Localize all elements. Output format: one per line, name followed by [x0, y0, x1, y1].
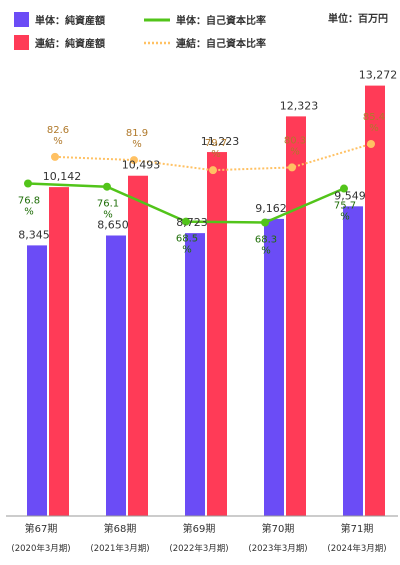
ratio-label-1-3: 68.5	[176, 234, 198, 245]
x-tick-sublabel-2: (2021年3月期)	[90, 543, 149, 554]
bar-label-2-5: 13,272	[359, 69, 398, 82]
ratio-label-2-4: 80.3	[284, 135, 306, 146]
legend-label-3: 単体：自己資本比率	[176, 14, 266, 27]
bar-2-3	[207, 152, 227, 516]
ratio-unit-2-1: %	[53, 136, 63, 147]
ratio-unit-1-4: %	[261, 246, 271, 257]
x-tick-sublabel-1: (2020年3月期)	[11, 543, 70, 554]
x-tick-label-3: 第69期	[183, 522, 216, 535]
bar-1-1	[27, 245, 47, 516]
ratio-line-2	[54, 143, 372, 172]
ratio-label-1-1: 76.8	[18, 195, 40, 206]
ratio-label-2-5: 85.4	[363, 112, 385, 123]
x-tick-sublabel-5: (2024年3月期)	[327, 543, 386, 554]
ratio-unit-1-2: %	[103, 210, 113, 221]
legend-swatch-1	[14, 12, 29, 27]
x-tick-label-5: 第71期	[341, 522, 374, 535]
unit-label: 単位：百万円	[328, 12, 388, 25]
ratio-label-2-2: 81.9	[126, 128, 148, 139]
ratio-point-2-4	[288, 163, 296, 172]
x-tick-label-4: 第70期	[262, 522, 295, 535]
ratio-unit-2-3: %	[211, 149, 221, 160]
data-labels: 8,345 8,650 8,723 9,162 9,549 10,142 10,493 11,…	[18, 69, 397, 257]
ratio-label-1-5: 75.7	[334, 201, 356, 212]
ratio-unit-1-3: %	[182, 245, 192, 256]
bar-1-5	[343, 206, 363, 516]
bar-2-5	[365, 85, 385, 516]
ratio-point-2-2	[130, 156, 138, 165]
bar-label-1-4: 9,162	[255, 202, 287, 215]
ratio-label-1-2: 76.1	[97, 199, 119, 210]
legend-label-2: 連結：純資産額	[35, 37, 105, 50]
legend-label-1: 単体：純資産額	[35, 14, 105, 27]
ratio-unit-2-5: %	[369, 123, 379, 134]
bar-label-2-2: 10,493	[122, 159, 161, 172]
bar-label-2-1: 10,142	[43, 170, 82, 183]
ratio-unit-1-1: %	[24, 206, 34, 217]
bar-2-1	[49, 187, 69, 516]
x-tick-sublabel-4: (2023年3月期)	[248, 543, 307, 554]
ratio-point-2-5	[367, 140, 375, 149]
bar-label-2-3: 11,223	[201, 135, 240, 148]
ratio-point-1-5	[340, 184, 348, 193]
ratio-point-1-2	[103, 182, 111, 191]
bars	[27, 85, 385, 517]
ratio-unit-1-5: %	[340, 212, 350, 223]
ratio-point-2-1	[51, 152, 59, 161]
ratio-label-2-3: 79.7	[205, 138, 227, 149]
bar-label-1-5: 9,549	[334, 189, 366, 202]
x-tick-label-1: 第67期	[25, 522, 58, 535]
legend-label-4: 連結：自己資本比率	[176, 37, 266, 50]
bar-label-1-3: 8,723	[176, 216, 208, 229]
ratio-point-2-3	[209, 166, 217, 175]
ratio-unit-2-4: %	[290, 146, 300, 157]
bar-1-3	[185, 233, 205, 517]
bar-1-2	[106, 235, 126, 516]
bar-2-4	[286, 116, 306, 516]
bar-2-2	[128, 175, 148, 517]
ratio-unit-2-2: %	[132, 139, 142, 150]
ratio-point-1-4	[261, 218, 269, 227]
ratio-lines	[24, 140, 375, 227]
ratio-point-1-1	[24, 179, 32, 188]
ratio-label-2-1: 82.6	[47, 125, 69, 136]
bar-label-2-4: 12,323	[280, 99, 319, 112]
x-tick-sublabel-3: (2022年3月期)	[169, 543, 228, 554]
x-axis: 第67期 (2020年3月期) 第68期 (2021年3月期) 第69期 (2022年3月…	[11, 522, 386, 554]
x-tick-label-2: 第68期	[104, 522, 137, 535]
bar-1-4	[264, 218, 284, 516]
ratio-point-1-3	[182, 217, 190, 226]
bar-label-1-1: 8,345	[18, 228, 50, 241]
bar-label-1-2: 8,650	[97, 218, 129, 231]
ratio-label-1-4: 68.3	[255, 235, 277, 246]
legend-swatch-2	[14, 35, 29, 50]
